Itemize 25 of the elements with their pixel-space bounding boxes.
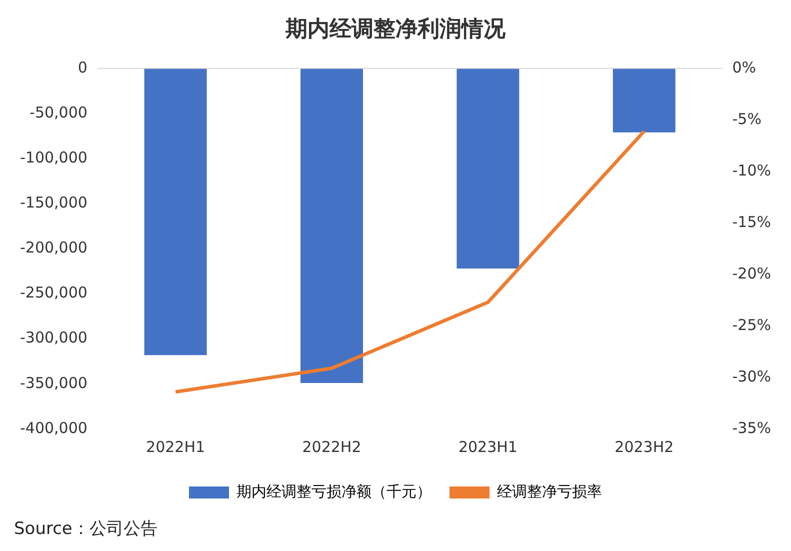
y2-tick-label: -25% [732, 316, 772, 334]
y-tick-label: 0 [78, 58, 88, 76]
y-tick-label: -200,000 [20, 238, 88, 257]
y-tick-label: -400,000 [20, 418, 88, 437]
y-tick-label: -100,000 [20, 148, 88, 166]
y-tick-label: -250,000 [20, 284, 88, 302]
y2-tick-label: -35% [732, 418, 772, 437]
chart-title: 期内经调整净利润情况 [284, 16, 506, 42]
y-tick-label: -350,000 [20, 374, 88, 392]
legend-label: 经调整净亏损率 [497, 482, 602, 500]
y2-tick-label: -15% [732, 212, 772, 231]
x-tick-label: 2022H1 [146, 438, 206, 456]
source-note: Source：公司公告 [14, 518, 158, 540]
x-tick-label: 2023H1 [458, 438, 518, 456]
y-tick-label: -150,000 [20, 194, 88, 212]
y2-tick-label: -30% [732, 367, 772, 386]
y2-tick-label: -10% [732, 161, 772, 180]
y2-tick-label: -20% [732, 264, 772, 282]
y2-tick-label: -5% [732, 110, 762, 128]
y-tick-label: -300,000 [20, 328, 88, 347]
y2-tick-label: 0% [732, 58, 756, 76]
y-tick-label: -50,000 [30, 103, 88, 122]
x-tick-label: 2023H2 [614, 438, 674, 456]
legend-label: 期内经调整亏损净额（千元） [236, 482, 432, 500]
x-tick-label: 2022H2 [302, 438, 362, 456]
